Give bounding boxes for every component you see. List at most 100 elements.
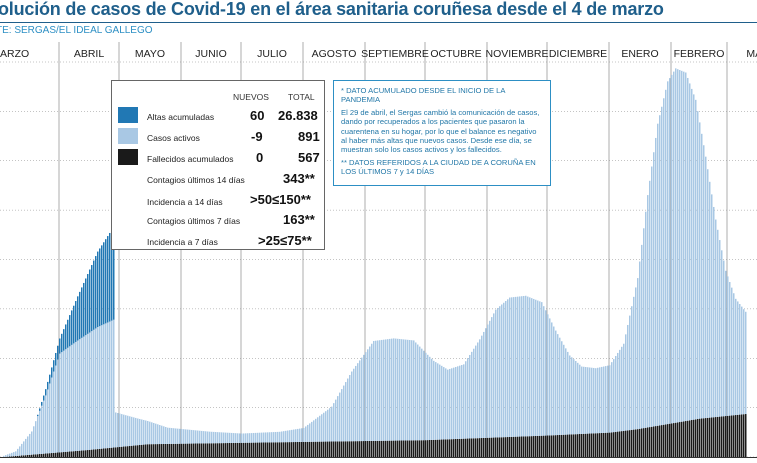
bar-fallecidos [237,442,239,457]
bar-altas [77,296,79,341]
bar-activos [143,419,145,445]
bar-activos [443,367,445,440]
bar-fallecidos [515,436,517,457]
bar-fallecidos [433,439,435,457]
bar-fallecidos [379,440,381,457]
bar-activos [615,356,617,432]
note-cumulative: * DATO ACUMULADO DESDE EL INICIO DE LA P… [341,86,506,105]
bar-fallecidos [647,427,649,457]
bar-activos [57,359,59,453]
bar-altas [69,315,71,347]
bar-fallecidos [449,439,451,457]
bar-activos [157,424,159,445]
bar-activos [569,355,571,435]
bar-activos [693,94,695,420]
bar-activos [643,228,645,429]
bar-activos [593,367,595,434]
bar-altas [79,291,81,340]
bar-fallecidos [99,448,101,457]
bar-fallecidos [371,440,373,457]
bar-activos [365,352,367,442]
bar-fallecidos [677,422,679,457]
bar-altas [47,381,49,390]
bar-activos [59,353,61,453]
bar-activos [559,337,561,435]
bar-fallecidos [163,443,165,457]
bar-fallecidos [711,417,713,457]
bar-fallecidos [315,441,317,457]
bar-fallecidos [249,442,251,457]
bar-fallecidos [381,440,383,457]
bar-activos [537,300,539,436]
bar-fallecidos [335,441,337,457]
bar-activos [381,339,383,441]
bar-fallecidos [25,455,27,457]
bar-activos [379,340,381,441]
bar-activos [539,301,541,436]
bar-fallecidos [203,443,205,457]
bar-fallecidos [393,440,395,457]
bar-activos [89,332,91,450]
bar-activos [377,340,379,441]
bar-fallecidos [71,451,73,457]
bar-activos [253,432,255,443]
bar-fallecidos [225,443,227,457]
bar-fallecidos [423,440,425,457]
bar-activos [483,331,485,438]
bar-fallecidos [403,440,405,457]
bar-fallecidos [635,429,637,457]
bar-fallecidos [415,440,417,457]
bar-altas [95,256,97,329]
bar-fallecidos [219,443,221,457]
bar-activos [507,299,509,438]
bar-activos [619,349,621,432]
bar-activos [535,299,537,436]
bar-fallecidos [479,438,481,457]
bar-activos [351,371,353,442]
bar-fallecidos [209,443,211,457]
bar-activos [741,306,743,415]
stat-activos-new: -9 [251,129,263,144]
bar-activos [671,74,673,424]
bar-fallecidos [375,440,377,457]
bar-activos [727,276,729,416]
bar-activos [111,320,113,448]
bar-activos [585,367,587,434]
bar-activos [315,418,317,442]
bar-fallecidos [31,454,33,457]
bar-fallecidos [713,417,715,457]
bar-activos [117,413,119,448]
bar-activos [389,338,391,441]
bar-activos [93,329,95,450]
bar-fallecidos [419,440,421,457]
bar-activos [415,342,417,441]
bar-activos [705,156,707,419]
bar-fallecidos [481,438,483,457]
contagios-14-label: Contagios últimos 14 días [147,175,245,185]
bar-activos [325,411,327,442]
bar-activos [249,433,251,443]
bar-activos [363,354,365,442]
bar-activos [29,433,31,455]
bar-activos [147,420,149,445]
bar-activos [283,431,285,443]
bar-activos [599,367,601,434]
bar-fallecidos [103,448,105,457]
bar-activos [501,304,503,438]
bar-altas [111,229,113,321]
bar-activos [335,399,337,442]
bar-fallecidos [241,442,243,457]
bar-altas [45,389,47,396]
bar-activos [297,428,299,442]
bar-activos [53,371,55,453]
bar-activos [175,428,177,444]
bar-altas [87,274,89,334]
bar-activos [419,346,421,441]
bar-activos [581,366,583,434]
bar-activos [519,296,521,437]
bar-fallecidos [409,440,411,457]
bar-activos [25,438,27,456]
bar-activos [429,356,431,441]
bar-fallecidos [537,435,539,457]
bar-activos [627,324,629,431]
